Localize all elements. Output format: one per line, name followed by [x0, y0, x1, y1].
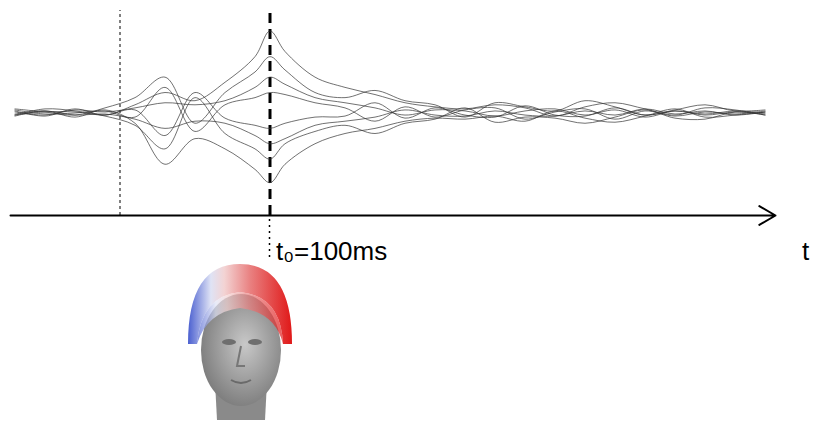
svg-text:t₀=100ms: t₀=100ms: [276, 236, 387, 266]
svg-text:t: t: [802, 236, 810, 266]
